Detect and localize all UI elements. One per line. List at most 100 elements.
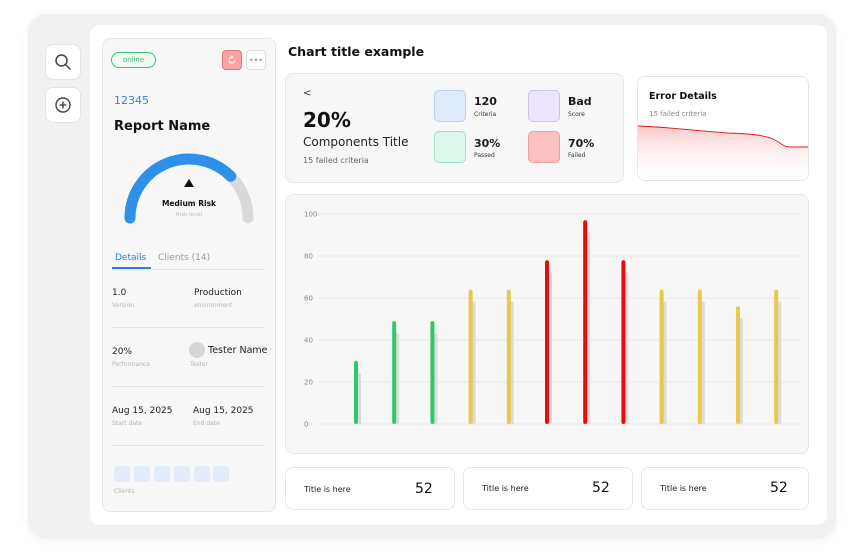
client-avatar[interactable] bbox=[134, 466, 150, 482]
stat-card-title: Title is here bbox=[482, 484, 529, 493]
details-divider bbox=[112, 445, 264, 446]
score-kpi-value: Bad bbox=[568, 95, 592, 108]
y-tick-label: 0 bbox=[304, 421, 308, 429]
failed-kpi-box bbox=[528, 131, 560, 163]
back-button[interactable]: < bbox=[303, 88, 312, 99]
passed-kpi-box bbox=[434, 131, 466, 163]
bar bbox=[354, 361, 358, 424]
criteria-kpi-box bbox=[434, 90, 466, 122]
add-button[interactable] bbox=[45, 87, 81, 123]
stat-card-value: 52 bbox=[770, 480, 788, 496]
summary-percent: 20% bbox=[303, 108, 351, 132]
bar bbox=[545, 260, 549, 424]
client-avatar[interactable] bbox=[213, 466, 229, 482]
tester-name: Tester Name bbox=[208, 345, 268, 356]
passed-kpi-label: Passed bbox=[474, 152, 495, 159]
error-details-subtitle: 15 failed criteria bbox=[649, 110, 707, 118]
bar bbox=[506, 289, 511, 424]
bar bbox=[697, 289, 702, 424]
gauge-label: Medium Risk bbox=[161, 199, 217, 208]
y-tick-label: 100 bbox=[304, 211, 317, 219]
bar-chart-card: 0 20 40 60 80 100 bbox=[285, 194, 809, 454]
criteria-kpi-label: Criteria bbox=[474, 111, 497, 118]
stat-card-title: Title is here bbox=[660, 484, 707, 493]
summary-subtitle: 15 failed criteria bbox=[303, 156, 369, 165]
end-date-label: End date bbox=[193, 420, 220, 427]
bar bbox=[468, 289, 473, 424]
score-kpi-label: Score bbox=[568, 111, 585, 118]
bar-shadow bbox=[663, 301, 667, 424]
version-value: 1.0 bbox=[112, 288, 127, 298]
details-divider bbox=[112, 327, 264, 328]
more-dots-icon: ••• bbox=[248, 55, 264, 65]
risk-gauge bbox=[124, 153, 254, 224]
gauge-track bbox=[124, 153, 254, 224]
client-avatar[interactable] bbox=[154, 466, 170, 482]
error-details-title: Error Details bbox=[649, 91, 717, 102]
environment-label: environment bbox=[194, 302, 233, 309]
tester-label: Tester bbox=[190, 361, 208, 368]
gauge-sublabel: Risk level bbox=[175, 212, 203, 218]
details-divider bbox=[112, 386, 264, 387]
report-panel bbox=[102, 38, 276, 512]
stat-card[interactable] bbox=[463, 467, 633, 510]
bar bbox=[392, 321, 397, 424]
start-date-value: Aug 15, 2025 bbox=[112, 406, 173, 416]
tab-clients[interactable]: Clients (14) bbox=[158, 253, 211, 263]
page-title: Chart title example bbox=[288, 44, 425, 59]
bar-shadow bbox=[701, 301, 705, 424]
end-date-value: Aug 15, 2025 bbox=[193, 406, 254, 416]
tab-details[interactable]: Details bbox=[115, 253, 147, 263]
status-badge: online bbox=[111, 52, 156, 68]
score-kpi-box bbox=[528, 90, 560, 122]
bar-shadow bbox=[548, 272, 552, 424]
tab-active-indicator bbox=[112, 267, 151, 269]
failed-kpi-label: Failed bbox=[568, 152, 586, 159]
refresh-button[interactable] bbox=[222, 50, 242, 70]
error-details-card[interactable] bbox=[637, 76, 809, 181]
more-options-button[interactable]: ••• bbox=[246, 50, 266, 70]
stat-card[interactable] bbox=[641, 467, 809, 510]
bar-shadow bbox=[739, 318, 743, 424]
bar-shadow bbox=[357, 373, 361, 424]
version-label: Version bbox=[112, 302, 135, 309]
bar bbox=[621, 260, 626, 424]
gauge-pointer-icon bbox=[184, 179, 194, 187]
client-avatar[interactable] bbox=[194, 466, 210, 482]
stat-card-value: 52 bbox=[592, 480, 610, 496]
bar-shadow bbox=[510, 301, 514, 424]
criteria-kpi-value: 120 bbox=[474, 95, 497, 108]
failed-kpi-value: 70% bbox=[568, 137, 595, 150]
y-tick-label: 20 bbox=[304, 379, 313, 387]
bar bbox=[736, 306, 740, 424]
search-icon bbox=[55, 54, 71, 70]
error-sparkline bbox=[638, 125, 808, 180]
client-avatar[interactable] bbox=[174, 466, 190, 482]
performance-value: 20% bbox=[112, 347, 133, 357]
search-button[interactable] bbox=[45, 44, 81, 80]
bar-shadow bbox=[433, 333, 438, 424]
start-date-label: Start date bbox=[112, 420, 143, 427]
report-name: Report Name bbox=[114, 119, 211, 134]
bar-shadow bbox=[395, 333, 400, 424]
tabs-divider bbox=[112, 269, 264, 270]
bar-shadow bbox=[586, 232, 591, 424]
performance-label: Performance bbox=[112, 361, 151, 368]
bar bbox=[430, 321, 435, 424]
bar bbox=[659, 289, 664, 424]
stat-card-value: 52 bbox=[415, 481, 433, 497]
plus-circle-icon bbox=[55, 97, 71, 113]
stat-card[interactable] bbox=[285, 467, 455, 510]
refresh-icon bbox=[228, 55, 236, 64]
tester-avatar bbox=[189, 342, 205, 358]
clients-label: Clients bbox=[114, 488, 135, 495]
bar-shadow bbox=[624, 272, 629, 424]
stat-card-title: Title is here bbox=[304, 485, 351, 494]
client-avatar[interactable] bbox=[114, 466, 130, 482]
bar bbox=[774, 289, 779, 424]
y-tick-label: 60 bbox=[304, 295, 313, 303]
y-tick-label: 80 bbox=[304, 253, 313, 261]
bar-shadow bbox=[777, 301, 782, 424]
environment-value: Production bbox=[194, 288, 242, 298]
bar-chart: 0 20 40 60 80 100 bbox=[304, 211, 800, 429]
